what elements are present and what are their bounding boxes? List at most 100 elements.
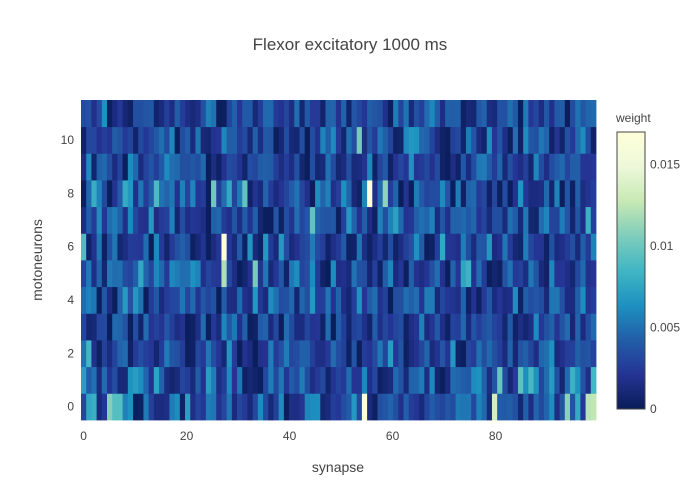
heatmap-cell [153,313,160,341]
heatmap-cell [273,100,280,128]
heatmap-cell [143,233,150,261]
heatmap-cell [445,286,451,314]
heatmap-cell [200,313,207,341]
heatmap-cell [237,340,243,368]
heatmap-cell [122,100,129,128]
heatmap-cell [237,100,243,128]
heatmap-cell [278,126,285,154]
heatmap-cell [169,206,176,234]
heatmap-cell [465,233,472,261]
heatmap-cell [299,340,306,368]
heatmap-cell [419,126,425,154]
heatmap-cell [294,393,300,421]
heatmap-cell [476,233,482,261]
heatmap-cell [242,180,248,208]
heatmap-cell [346,206,352,234]
heatmap-cell [309,233,316,261]
heatmap-cell [351,153,358,181]
heatmap-cell [107,340,113,368]
heatmap-cell [127,100,134,128]
heatmap-cell [289,180,295,208]
heatmap-cell [138,260,144,288]
heatmap-cell [101,286,108,314]
heatmap-cell [408,286,415,314]
heatmap-cell [367,393,373,421]
heatmap-cell [179,340,186,368]
heatmap-cell [101,153,108,181]
heatmap-cell [429,366,436,394]
heatmap-cell [257,366,264,394]
heatmap-cell [81,313,87,341]
heatmap-cell [393,313,399,341]
heatmap-cell [283,100,290,128]
heatmap-cell [315,233,321,261]
heatmap-cell [195,126,202,154]
heatmap-cell [299,260,306,288]
heatmap-cell [320,233,326,261]
heatmap-cell [486,206,493,234]
heatmap-cell [315,260,321,288]
heatmap-cell [575,206,581,234]
heatmap-cell [179,100,186,128]
heatmap-cell [174,366,181,394]
heatmap-cell [523,340,529,368]
heatmap-cell [460,206,467,234]
heatmap-cell [413,366,420,394]
heatmap-cell [346,340,352,368]
heatmap-cell [419,233,425,261]
heatmap-cell [533,100,540,128]
y-tick-label: 10 [61,133,75,147]
heatmap-cell [299,126,306,154]
heatmap-cell [424,313,430,341]
heatmap-cell [398,100,404,128]
heatmap-cell [382,286,389,314]
heatmap-cell [127,206,134,234]
heatmap-cell [143,153,150,181]
heatmap-cell [471,153,477,181]
heatmap-cell [523,393,529,421]
heatmap-cell [81,153,87,181]
heatmap-cell [497,286,503,314]
heatmap-cell [91,366,97,394]
heatmap-cell [330,206,337,234]
heatmap-cell [221,233,228,261]
heatmap-cell [507,126,514,154]
heatmap-cell [242,153,248,181]
heatmap-cell [543,286,550,314]
heatmap-cell [460,260,467,288]
heatmap-cell [107,126,113,154]
heatmap-cell [216,366,222,394]
heatmap-cell [439,286,446,314]
heatmap-cell [398,153,404,181]
heatmap-cell [81,180,87,208]
heatmap-cell [367,233,373,261]
heatmap-cell [434,366,441,394]
heatmap-cell [372,180,378,208]
heatmap-cell [133,206,139,234]
heatmap-cell [517,126,524,154]
heatmap-cell [341,393,347,421]
heatmap-cell [96,206,103,234]
heatmap-cell [179,153,186,181]
heatmap-cell [242,233,248,261]
y-axis-title: motoneurons [29,219,45,301]
heatmap-cell [211,366,217,394]
heatmap-cell [590,153,597,181]
heatmap-cell [393,206,399,234]
heatmap-cell [159,153,165,181]
heatmap-cell [387,180,394,208]
heatmap-cell [231,206,238,234]
heatmap-cell [486,233,493,261]
heatmap-cell [549,206,555,234]
heatmap-cell [512,260,519,288]
heatmap-cell [367,260,373,288]
heatmap-cell [481,286,488,314]
heatmap-cell [387,340,394,368]
heatmap-cell [159,366,165,394]
heatmap-cell [159,180,165,208]
heatmap-cell [159,233,165,261]
heatmap-cell [101,340,108,368]
heatmap-cell [356,206,363,234]
heatmap-cell [112,286,118,314]
heatmap-cell [263,153,269,181]
